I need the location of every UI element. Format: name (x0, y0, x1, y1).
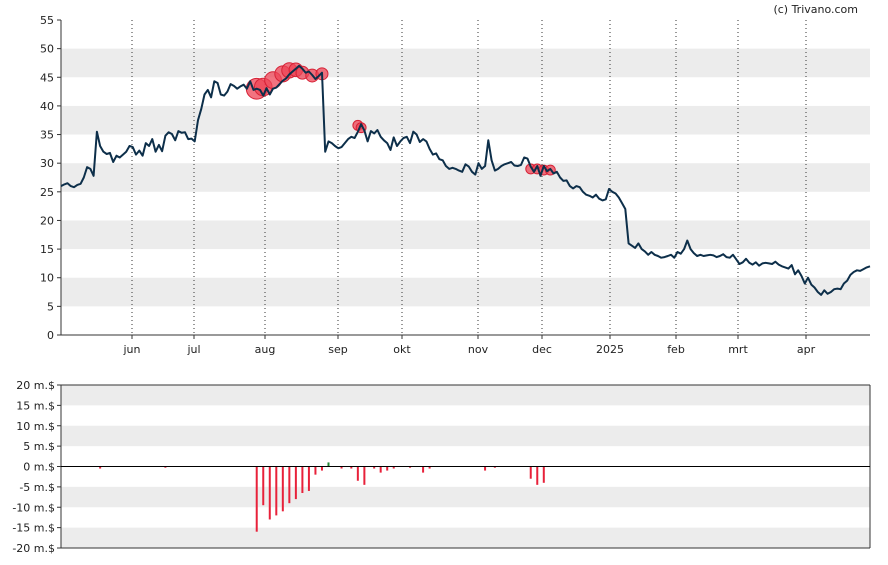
flow-bar (262, 466, 265, 506)
flow-y-tick-label: 20 m.$ (16, 379, 55, 392)
price-y-tick-label: 0 (47, 329, 54, 342)
price-grid-band (61, 105, 870, 135)
price-x-tick-label: jun (123, 343, 141, 356)
flow-bar (363, 466, 366, 485)
price-grid-band (61, 220, 870, 250)
flow-grid-band (61, 425, 870, 447)
flow-bar (392, 466, 395, 469)
flow-bar (255, 466, 258, 532)
flow-bar (294, 466, 297, 500)
flow-grid-band (61, 486, 870, 508)
flow-y-tick-label: 15 m.$ (16, 399, 55, 412)
flow-y-tick-label: 10 m.$ (16, 420, 55, 433)
flow-bar (164, 466, 167, 468)
flow-bar (386, 466, 389, 471)
price-grid-band (61, 163, 870, 192)
flow-bar (409, 466, 412, 468)
price-x-tick-label: jul (186, 343, 200, 356)
flow-bar (350, 466, 353, 469)
price-x-tick-label: mrt (728, 343, 748, 356)
flow-bar (281, 466, 284, 512)
flow-bar (268, 466, 271, 520)
flow-y-tick-label: 0 m.$ (23, 461, 55, 474)
price-y-tick-label: 20 (40, 214, 54, 227)
price-y-tick-label: 15 (40, 243, 54, 256)
flow-bar (493, 466, 496, 468)
price-series-line (60, 64, 871, 296)
flow-bar (379, 466, 382, 473)
flow-grid-band (61, 527, 870, 548)
flow-bar (275, 466, 278, 516)
price-x-tick-label: apr (797, 343, 816, 356)
price-x-tick-label: dec (532, 343, 552, 356)
price-grid-band (61, 48, 870, 78)
price-x-tick-label: nov (468, 343, 489, 356)
flow-bar (327, 462, 330, 467)
copyright-text: (c) Trivano.com (773, 3, 858, 16)
price-y-tick-label: 35 (40, 129, 54, 142)
flow-bar (529, 466, 532, 479)
price-y-tick-label: 25 (40, 186, 54, 199)
flow-bar (314, 466, 317, 475)
price-y-tick-label: 10 (40, 272, 54, 285)
flow-bar (320, 466, 323, 471)
flow-y-tick-label: -10 m.$ (12, 501, 55, 514)
flow-y-tick-label: -15 m.$ (12, 522, 55, 535)
price-x-tick-label: okt (393, 343, 411, 356)
flow-bar (536, 466, 539, 485)
flow-bar (99, 466, 102, 469)
price-y-tick-label: 5 (47, 300, 54, 313)
price-y-tick-label: 55 (40, 14, 54, 27)
flow-y-tick-label: -20 m.$ (12, 542, 55, 555)
flow-bar (356, 466, 359, 481)
price-x-tick-label: feb (667, 343, 685, 356)
price-x-tick-label: 2025 (596, 343, 624, 356)
flow-bar (373, 466, 376, 469)
flow-bar (428, 466, 431, 469)
flow-bar (340, 466, 343, 469)
flow-bar (307, 466, 310, 491)
price-grid-band (61, 277, 870, 307)
price-x-tick-label: aug (255, 343, 276, 356)
flow-y-tick-label: -5 m.$ (19, 481, 55, 494)
flow-y-tick-label: 5 m.$ (23, 440, 55, 453)
flow-bar (484, 466, 487, 471)
flow-bar (542, 466, 545, 483)
price-x-tick-label: sep (328, 343, 347, 356)
flow-bar (288, 466, 291, 504)
flow-grid-band (61, 385, 870, 406)
flow-bar (422, 466, 425, 473)
money-flow-chart: 20 m.$ 15 m.$ 10 m.$ 5 m.$ 0 m.$ -5 m.$ -10 m.… (12, 379, 871, 555)
price-y-tick-label: 30 (40, 157, 54, 170)
price-y-tick-label: 50 (40, 43, 54, 56)
flow-bar (301, 466, 304, 493)
price-y-tick-label: 45 (40, 71, 54, 84)
price-y-tick-label: 40 (40, 100, 54, 113)
